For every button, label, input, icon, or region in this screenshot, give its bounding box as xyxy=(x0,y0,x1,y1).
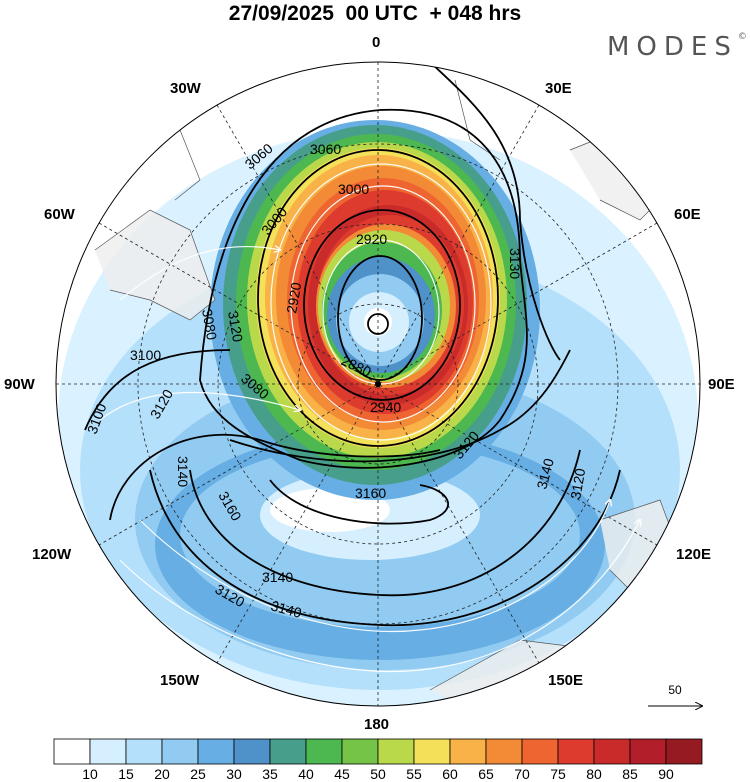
pole-marker xyxy=(375,381,381,387)
colorbar-swatch xyxy=(269,738,307,765)
brand-mark: © xyxy=(737,32,747,42)
colorbar-swatch xyxy=(125,738,163,765)
colorbar-tick-label: 60 xyxy=(442,766,458,782)
colorbar-swatch xyxy=(53,738,91,765)
contour-label: 3140 xyxy=(269,597,303,621)
contour-label: 3140 xyxy=(175,456,191,487)
colorbar-tick-label: 30 xyxy=(226,766,242,782)
lon-label-120e: 120E xyxy=(676,546,712,563)
colorbar-swatch xyxy=(593,738,631,765)
lon-label-150w: 150W xyxy=(160,672,200,689)
colorbar-swatch xyxy=(413,738,451,765)
colorbar-tick-label: 65 xyxy=(478,766,494,782)
colorbar-tick-label: 25 xyxy=(190,766,206,782)
colorbar-swatch xyxy=(557,738,595,765)
lon-label-150e: 150E xyxy=(548,672,584,689)
contour-label: 2920 xyxy=(356,231,387,247)
contour-label: 3130 xyxy=(507,248,523,279)
colorbar-tick-label: 85 xyxy=(622,766,638,782)
colorbar-tick-label: 50 xyxy=(370,766,386,782)
contour-label: 2920 xyxy=(283,281,304,315)
colorbar-swatch xyxy=(521,738,559,765)
lon-label-30e: 30E xyxy=(545,80,572,97)
brand-text: MODES xyxy=(607,32,738,62)
colorbar-swatch xyxy=(89,738,127,765)
contour-label: 3120 xyxy=(225,310,246,344)
modes-logo: MODES© xyxy=(607,32,747,62)
lon-label-90e: 90E xyxy=(708,376,735,393)
colorbar-swatch xyxy=(629,738,667,765)
colorbar-tick-label: 10 xyxy=(82,766,98,782)
lon-label-30w: 30W xyxy=(170,80,201,97)
colorbar-tick-label: 55 xyxy=(406,766,422,782)
colorbar-tick-label: 90 xyxy=(658,766,674,782)
lon-label-60w: 60W xyxy=(44,206,75,223)
lon-label-90w: 90W xyxy=(4,376,35,393)
wind-reference-value: 50 xyxy=(668,683,682,697)
contour-label: 3160 xyxy=(355,485,386,501)
colorbar-tick-label: 40 xyxy=(298,766,314,782)
colorbar-tick-label: 70 xyxy=(514,766,530,782)
colorbar-swatch xyxy=(197,738,235,765)
colorbar-swatch xyxy=(233,738,271,765)
colorbar-swatch xyxy=(305,738,343,765)
colorbar-tick-label: 80 xyxy=(586,766,602,782)
colorbar-swatch xyxy=(485,738,523,765)
colorbar xyxy=(53,738,703,765)
contour-label: 3060 xyxy=(310,141,341,157)
height-contours xyxy=(84,62,621,627)
lon-label-120w: 120W xyxy=(32,546,72,563)
colorbar-swatch xyxy=(161,738,199,765)
contour-label: 3140 xyxy=(533,456,557,490)
contour-label: 3000 xyxy=(338,181,369,197)
map-boundary xyxy=(55,61,701,707)
lon-label-0: 0 xyxy=(372,34,381,51)
contour-label: 3120 xyxy=(567,467,588,501)
colorbar-tick-label: 15 xyxy=(118,766,134,782)
colorbar-tick-label: 35 xyxy=(262,766,278,782)
contour-label: 3140 xyxy=(262,569,293,585)
contour-label: 3080 xyxy=(199,308,220,342)
map-title: 27/09/2025 00 UTC + 048 hrs xyxy=(228,2,522,25)
colorbar-swatch xyxy=(449,738,487,765)
lon-label-180: 180 xyxy=(364,716,390,733)
colorbar-tick-label: 45 xyxy=(334,766,350,782)
contour-label: 2940 xyxy=(370,399,401,415)
colorbar-swatch xyxy=(665,738,703,765)
lon-label-60e: 60E xyxy=(674,206,701,223)
colorbar-swatch xyxy=(377,738,415,765)
colorbar-swatch xyxy=(341,738,379,765)
contour-label: 3100 xyxy=(130,347,161,363)
colorbar-tick-label: 20 xyxy=(154,766,170,782)
colorbar-tick-label: 75 xyxy=(550,766,566,782)
